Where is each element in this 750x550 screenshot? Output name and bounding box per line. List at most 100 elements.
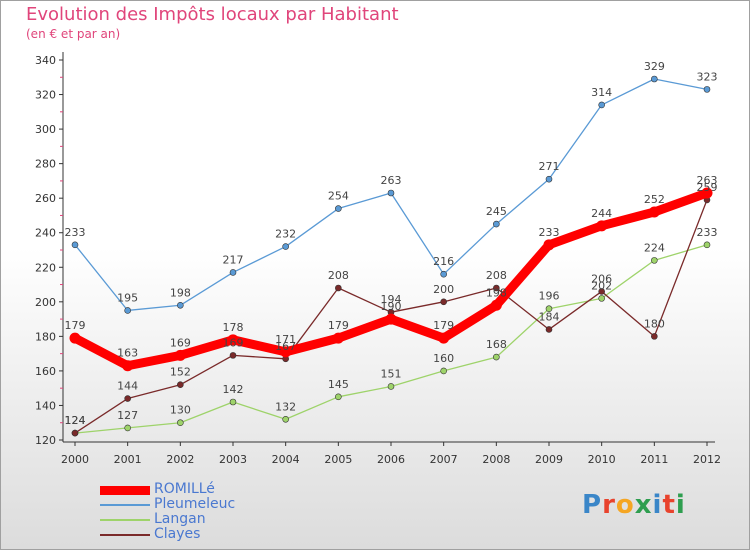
x-tick-label: 2005 [324, 453, 352, 466]
y-tick-label: 300 [35, 123, 56, 136]
data-point [493, 220, 500, 228]
data-point [596, 220, 608, 232]
data-label: 179 [328, 319, 349, 332]
x-tick-label: 2008 [482, 453, 510, 466]
data-label: 171 [275, 333, 296, 346]
chart-subtitle: (en € et par an) [26, 27, 121, 41]
data-point [385, 313, 397, 325]
data-label: 124 [65, 414, 86, 427]
y-tick-label: 260 [35, 192, 56, 205]
logo-letter: P [582, 490, 603, 520]
data-point [545, 305, 553, 313]
data-label: 254 [328, 190, 349, 203]
x-tick-label: 2012 [693, 453, 721, 466]
data-label: 224 [644, 241, 665, 254]
data-label: 160 [433, 352, 454, 365]
x-tick-label: 2003 [219, 453, 247, 466]
data-label: 216 [433, 255, 454, 268]
data-point [598, 295, 605, 302]
y-tick-label: 140 [35, 399, 56, 412]
data-point [387, 189, 395, 197]
data-label: 208 [328, 269, 349, 282]
legend-swatch [100, 485, 150, 495]
y-tick-label: 160 [35, 365, 56, 378]
data-point [701, 187, 713, 199]
logo-letter: i [652, 490, 663, 520]
data-point [280, 346, 292, 358]
data-label: 263 [697, 174, 718, 187]
y-tick-label: 240 [35, 227, 56, 240]
x-tick-label: 2007 [430, 453, 458, 466]
data-label: 163 [117, 347, 138, 360]
data-point [177, 419, 184, 427]
data-label: 180 [644, 317, 665, 330]
data-point [335, 284, 342, 292]
data-label: 178 [223, 321, 244, 334]
data-point [493, 284, 500, 292]
data-point [598, 288, 605, 295]
x-tick-label: 2000 [61, 453, 89, 466]
data-point [648, 206, 660, 218]
data-point [651, 257, 658, 264]
data-point [332, 332, 344, 344]
data-label: 169 [170, 336, 191, 349]
x-tick-label: 2002 [166, 453, 194, 466]
y-tick-label: 180 [35, 330, 56, 343]
data-label: 142 [223, 383, 244, 396]
data-label: 259 [697, 181, 718, 194]
data-point [440, 298, 447, 306]
data-label: 252 [644, 193, 665, 206]
data-point [229, 352, 237, 359]
data-point [490, 299, 502, 311]
data-label: 263 [381, 174, 402, 187]
data-label: 271 [539, 160, 560, 173]
data-label: 144 [117, 380, 138, 393]
data-point [543, 239, 555, 251]
data-label: 145 [328, 378, 349, 391]
data-point [387, 383, 395, 390]
legend-label: ROMILLé [154, 481, 215, 497]
data-point [174, 349, 186, 361]
data-label: 179 [433, 319, 454, 332]
data-label: 194 [381, 293, 402, 306]
data-label: 233 [697, 226, 718, 239]
logo-letter: r [602, 490, 616, 520]
data-label: 132 [275, 400, 296, 413]
data-label: 168 [486, 338, 507, 351]
data-label: 202 [591, 279, 612, 292]
data-label: 233 [539, 226, 560, 239]
data-label: 167 [275, 340, 296, 353]
logo-letter: t [662, 490, 676, 520]
data-point [229, 269, 237, 276]
data-label: 179 [65, 319, 86, 332]
data-label: 184 [539, 310, 560, 323]
data-point [493, 353, 500, 361]
data-point [651, 75, 658, 83]
data-point [703, 241, 711, 249]
data-point [69, 332, 81, 344]
legend-swatch [100, 534, 150, 536]
legend-label: Pleumeleuc [154, 496, 236, 512]
data-label: 208 [486, 269, 507, 282]
legend-label: Clayes [154, 526, 201, 542]
data-point [71, 429, 79, 437]
data-label: 124 [65, 414, 86, 427]
data-label: 329 [644, 60, 665, 73]
data-label: 206 [591, 272, 612, 285]
data-point [124, 307, 131, 314]
data-label: 244 [591, 207, 612, 220]
data-label: 196 [539, 290, 560, 303]
logo-letter: o [615, 490, 635, 520]
y-tick-label: 320 [35, 89, 56, 102]
x-tick-label: 2009 [535, 453, 563, 466]
data-point [122, 360, 134, 372]
data-label: 232 [275, 228, 296, 241]
data-label: 323 [697, 70, 718, 83]
y-tick-label: 340 [35, 54, 56, 67]
data-label: 245 [486, 205, 507, 218]
data-point [124, 395, 131, 402]
data-label: 190 [381, 300, 402, 313]
data-point [177, 301, 184, 309]
data-point [282, 243, 289, 250]
